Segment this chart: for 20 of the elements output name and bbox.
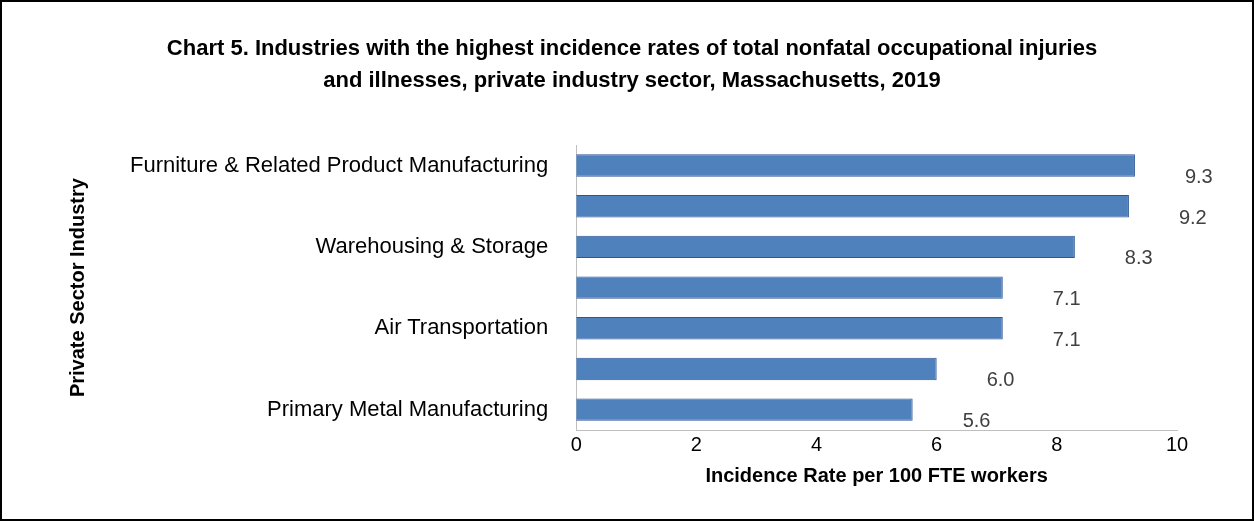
y-tick-label: Warehousing & Storage <box>315 232 549 258</box>
y-axis-title: Private Sector Industry <box>65 177 88 398</box>
x-tick-label: 4 <box>810 432 823 455</box>
y-tick-label: Primary Metal Manufacturing <box>267 395 549 421</box>
data-label: 8.3 <box>1124 246 1153 269</box>
data-label: 7.1 <box>1052 327 1081 350</box>
y-tick-label: Air Transportation <box>374 314 549 340</box>
x-tick-label: 0 <box>570 432 582 455</box>
data-label: 6.0 <box>986 368 1015 391</box>
data-label: 9.3 <box>1184 165 1213 188</box>
y-tick-label: Furniture & Related Product Manufacturing <box>130 151 549 177</box>
data-label: 9.2 <box>1178 205 1207 228</box>
x-axis-title: Incidence Rate per 100 FTE workers <box>705 463 1048 486</box>
data-label: 7.1 <box>1052 287 1081 310</box>
chart-title: Chart 5. Industries with the highest incidence rates of total nonfatal occupational injuries and illnesses, private industry sector, Massachusetts, 2019 <box>165 34 1099 94</box>
data-label: 5.6 <box>962 409 991 432</box>
x-tick-label: 8 <box>1051 432 1063 455</box>
x-tick-label: 6 <box>931 432 943 455</box>
x-tick-label: 2 <box>690 432 702 455</box>
x-tick-label: 10 <box>1165 432 1189 455</box>
